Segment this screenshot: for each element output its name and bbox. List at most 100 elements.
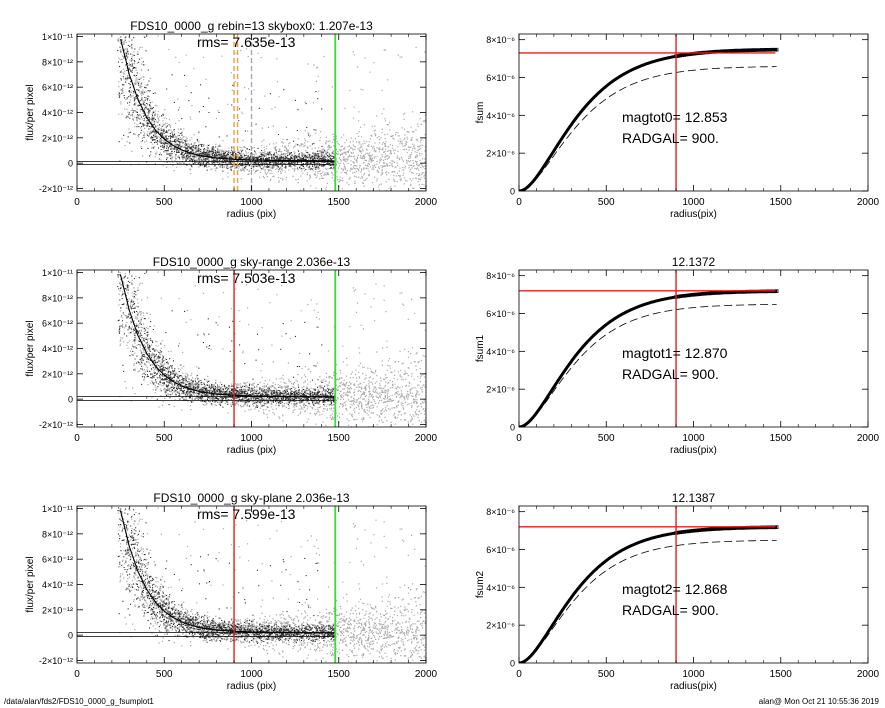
y-tick-label: -2×10⁻¹² <box>39 656 73 666</box>
x-axis-label: radius(pix) <box>670 209 717 220</box>
x-axis-label: radius (pix) <box>227 209 276 220</box>
chart-panel-5 <box>518 505 869 664</box>
y-tick-label: 4×10⁻⁶ <box>486 347 515 357</box>
x-tick-label: 0 <box>74 433 80 444</box>
y-tick-label: 8×10⁻⁶ <box>486 507 515 517</box>
footer-path: /data/alan/fds2/FDS10_0000_g_fsumplot1 <box>4 697 154 706</box>
y-tick-label: 1×10⁻¹¹ <box>42 32 73 42</box>
profile-line <box>120 274 336 398</box>
x-tick-label: 0 <box>516 669 522 680</box>
radgal-label: RADGAL= 900. <box>622 130 719 146</box>
x-tick-label: 1500 <box>328 433 351 444</box>
y-tick-label: 0 <box>68 395 73 405</box>
y-tick-label: 2×10⁻¹² <box>42 369 73 379</box>
y-tick-label: 4×10⁻¹² <box>42 580 73 590</box>
x-tick-label: 500 <box>598 433 615 444</box>
x-tick-label: 2000 <box>857 669 880 680</box>
x-tick-label: 1500 <box>328 669 351 680</box>
y-tick-label: 2×10⁻⁶ <box>486 621 515 631</box>
chart-title: FDS10_0000_g sky-range 2.036e-13 <box>153 255 351 269</box>
chart-panel-2 <box>76 269 427 428</box>
y-tick-label: 4×10⁻¹² <box>42 108 73 118</box>
x-tick-label: 500 <box>156 669 173 680</box>
x-tick-label: 1000 <box>682 433 705 444</box>
x-axis-label: radius (pix) <box>227 445 276 456</box>
magtot-label: magtot1= 12.870 <box>622 345 728 361</box>
y-axis-label: fsum2 <box>475 570 486 598</box>
y-tick-label: -2×10⁻¹² <box>39 420 73 430</box>
x-tick-label: 0 <box>516 197 522 208</box>
x-tick-label: 2000 <box>857 197 880 208</box>
x-tick-label: 0 <box>516 433 522 444</box>
rms-label: rms= 7.635e-13 <box>197 34 296 50</box>
fsum-markers <box>674 289 779 299</box>
magtot-label: magtot2= 12.868 <box>622 581 728 597</box>
x-tick-label: 1500 <box>328 197 351 208</box>
x-tick-label: 1500 <box>770 433 793 444</box>
x-tick-label: 2000 <box>415 197 438 208</box>
plot-area <box>77 270 426 427</box>
rms-label: rms= 7.599e-13 <box>197 506 296 522</box>
y-tick-label: 6×10⁻¹² <box>42 319 73 329</box>
y-axis-label: flux/per pixel <box>25 320 36 376</box>
x-axis-label: radius(pix) <box>670 445 717 456</box>
y-tick-label: 2×10⁻¹² <box>42 605 73 615</box>
x-tick-label: 2000 <box>857 433 880 444</box>
fsum-dashed-curve <box>519 66 777 191</box>
plot-area <box>519 270 779 427</box>
plot-area <box>519 506 779 663</box>
plot-area <box>519 34 779 191</box>
y-tick-label: 8×10⁻¹² <box>42 293 73 303</box>
y-tick-label: 2×10⁻¹² <box>42 133 73 143</box>
x-tick-label: 2000 <box>415 433 438 444</box>
y-tick-label: 6×10⁻⁶ <box>486 73 515 83</box>
x-tick-label: 500 <box>156 197 173 208</box>
x-tick-label: 1500 <box>770 197 793 208</box>
radgal-label: RADGAL= 900. <box>622 366 719 382</box>
scatter-points-dark <box>117 271 337 409</box>
y-tick-label: 8×10⁻¹² <box>42 529 73 539</box>
y-axis-label: flux/per pixel <box>25 84 36 140</box>
y-tick-label: 6×10⁻¹² <box>42 555 73 565</box>
y-tick-label: 8×10⁻¹² <box>42 57 73 67</box>
y-axis-label: fsum <box>475 102 486 124</box>
y-tick-label: 0 <box>68 159 73 169</box>
y-tick-label: 4×10⁻¹² <box>42 344 73 354</box>
chart-panel-4 <box>76 505 427 664</box>
y-tick-label: 0 <box>510 659 515 669</box>
chart-panel-1 <box>518 33 869 192</box>
rms-label: rms= 7.503e-13 <box>197 270 296 286</box>
chart-panel-0 <box>76 33 427 192</box>
y-tick-label: 4×10⁻⁶ <box>486 583 515 593</box>
y-tick-label: 2×10⁻⁶ <box>486 149 515 159</box>
y-tick-label: 1×10⁻¹¹ <box>42 504 73 514</box>
fsum-markers <box>674 525 779 535</box>
y-tick-label: 6×10⁻¹² <box>42 83 73 93</box>
x-tick-label: 1000 <box>682 669 705 680</box>
y-tick-label: 0 <box>68 631 73 641</box>
fsum-dashed-curve <box>519 540 777 663</box>
plot-frame <box>76 269 427 428</box>
plot-area <box>77 506 426 663</box>
x-tick-label: 500 <box>156 433 173 444</box>
x-tick-label: 500 <box>598 197 615 208</box>
y-tick-label: 8×10⁻⁶ <box>486 271 515 281</box>
profile-line <box>120 510 336 634</box>
y-tick-label: 1×10⁻¹¹ <box>42 268 73 278</box>
plot-area <box>77 34 426 191</box>
x-tick-label: 0 <box>74 197 80 208</box>
x-tick-label: 1000 <box>682 197 705 208</box>
x-tick-label: 1000 <box>240 433 263 444</box>
y-tick-label: -2×10⁻¹² <box>39 184 73 194</box>
x-axis-label: radius (pix) <box>227 681 276 692</box>
y-tick-label: 0 <box>510 187 515 197</box>
y-axis-label: flux/per pixel <box>25 556 36 612</box>
x-tick-label: 0 <box>74 669 80 680</box>
chart-title: FDS10_0000_g sky-plane 2.036e-13 <box>153 491 349 505</box>
x-axis-label: radius(pix) <box>670 681 717 692</box>
y-tick-label: 4×10⁻⁶ <box>486 111 515 121</box>
y-tick-label: 0 <box>510 423 515 433</box>
scatter-points-dark <box>117 507 337 645</box>
y-tick-label: 6×10⁻⁶ <box>486 545 515 555</box>
